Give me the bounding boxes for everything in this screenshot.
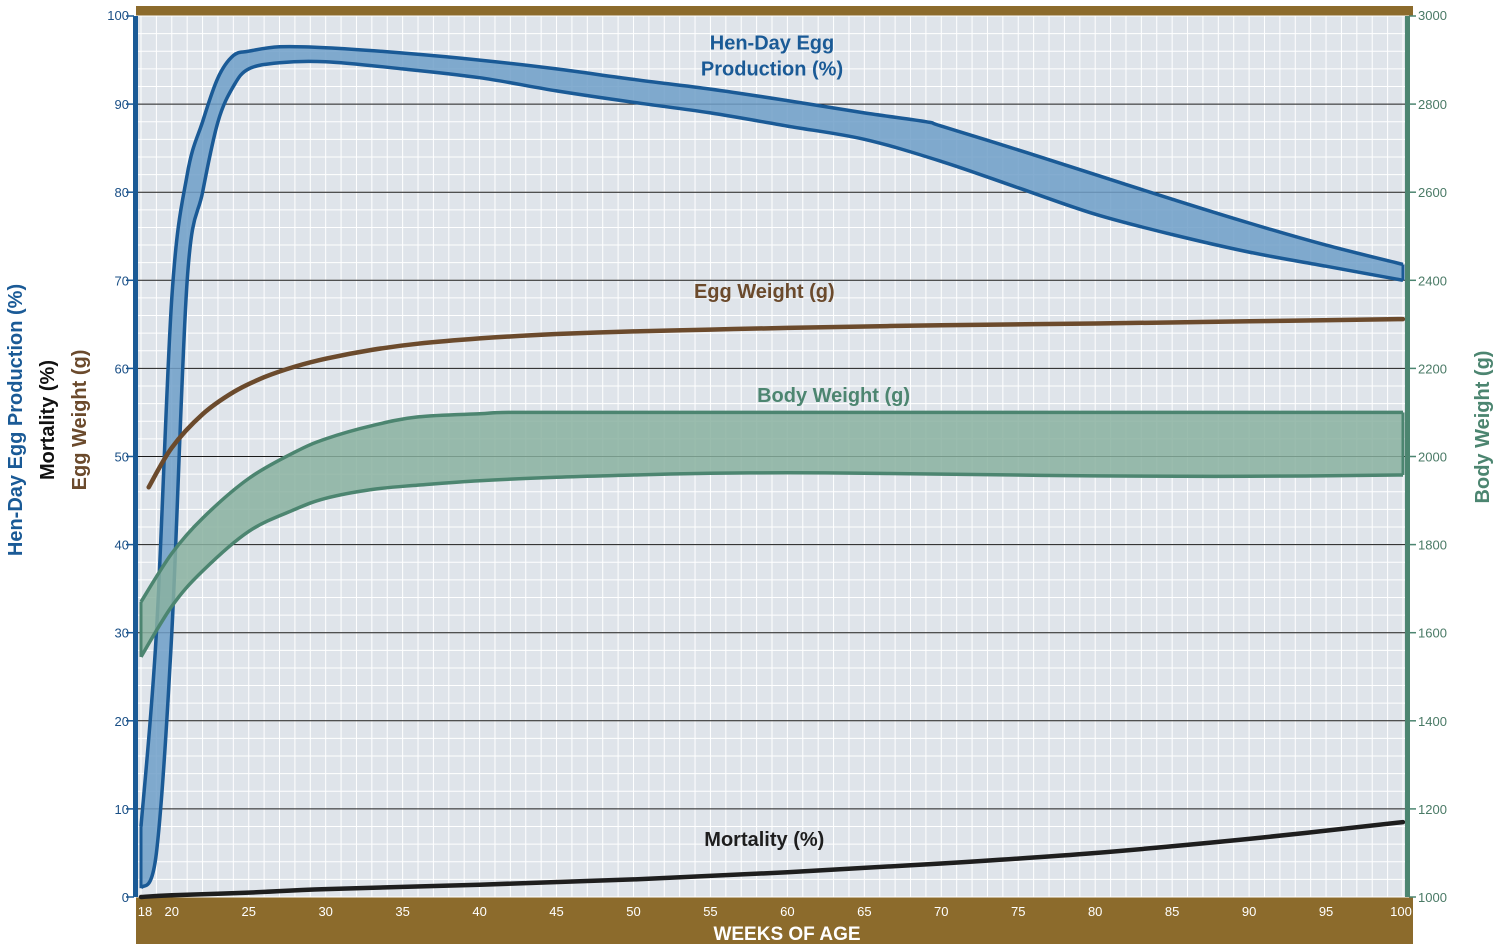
y-right-tick-label: 2400	[1418, 273, 1447, 288]
x-tick-label: 45	[549, 904, 563, 919]
x-tick-label: 95	[1319, 904, 1333, 919]
y-left-tick-label: 70	[115, 273, 129, 288]
mortality-line	[138, 819, 1406, 900]
frame-bottom-band	[136, 897, 1413, 944]
y-left-tick-label: 10	[115, 802, 129, 817]
egg-weight-g-line	[146, 316, 1406, 490]
y-left-tick-label: 90	[115, 97, 129, 112]
y-right-tick-label: 2200	[1418, 361, 1447, 376]
label-layer: Hen-Day Egg Production (%) Egg Weight (g) B…	[694, 32, 910, 850]
x-tick-label: 35	[395, 904, 409, 919]
egg-weight-g-label: Egg Weight (g)	[694, 281, 835, 303]
x-tick-label: 40	[472, 904, 486, 919]
y-left-title-mortality: Mortality (%)	[37, 360, 59, 480]
y-left-tick-label: 100	[107, 8, 129, 23]
y-left-tick-label: 0	[122, 890, 129, 905]
y-left-tick-label: 20	[115, 714, 129, 729]
y-right-tick-label: 2800	[1418, 97, 1447, 112]
body-weight-g-label: Body Weight (g)	[757, 385, 910, 407]
y-left-title-egg-production: Hen-Day Egg Production (%)	[5, 284, 27, 556]
y-right-tick-label: 1000	[1418, 890, 1447, 905]
body-weight-g-lower-line	[139, 471, 1404, 658]
hen-day-egg-production-lower-line	[139, 59, 1404, 890]
y-left-axis-bar	[133, 16, 138, 897]
x-tick-label: 80	[1088, 904, 1102, 919]
x-tick-label: 75	[1011, 904, 1025, 919]
x-axis-title: WEEKS OF AGE	[713, 924, 860, 944]
y-right-tick-label: 2000	[1418, 450, 1447, 465]
x-tick-label: 20	[165, 904, 179, 919]
x-tick-label: 60	[780, 904, 794, 919]
x-tick-label: 25	[241, 904, 255, 919]
axis-layer: 0 10 20 30 40 50 60 70 80 90 100 1000 1200 1400 1600 18…	[107, 8, 1447, 919]
x-tick-label: 90	[1242, 904, 1256, 919]
x-tick-label: 85	[1165, 904, 1179, 919]
mortality-label: Mortality (%)	[704, 829, 824, 851]
x-tick-label: 18	[138, 904, 152, 919]
y-left-title-egg-weight: Egg Weight (g)	[69, 350, 91, 491]
body-weight-g-band-fill	[141, 412, 1403, 657]
y-right-tick-label: 1600	[1418, 626, 1447, 641]
y-left-tick-label: 30	[115, 626, 129, 641]
hen-day-egg-production-upper-line	[139, 44, 1404, 827]
hen-day-egg-production-label: Hen-Day Egg	[710, 32, 834, 54]
y-right-tick-label: 2600	[1418, 185, 1447, 200]
y-left-tick-label: 40	[115, 538, 129, 553]
frame-top-bar	[136, 6, 1413, 16]
y-right-tick-label: 1400	[1418, 714, 1447, 729]
y-right-tick-label: 1800	[1418, 538, 1447, 553]
y-right-tick-label: 3000	[1418, 8, 1447, 23]
x-tick-label: 30	[318, 904, 332, 919]
x-tick-label: 65	[857, 904, 871, 919]
x-tick-label: 55	[703, 904, 717, 919]
y-left-tick-label: 80	[115, 185, 129, 200]
x-tick-label: 50	[626, 904, 640, 919]
body-weight-g-upper-line	[139, 410, 1403, 603]
y-left-tick-label: 60	[115, 361, 129, 376]
hen-day-egg-production-label: Production (%)	[701, 58, 843, 80]
y-left-tick-label: 50	[115, 450, 129, 465]
series-layer	[138, 44, 1406, 900]
x-tick-label: 100	[1390, 904, 1412, 919]
y-right-title-body-weight: Body Weight (g)	[1472, 351, 1494, 504]
y-right-axis-bar	[1405, 16, 1410, 897]
y-right-tick-label: 1200	[1418, 802, 1447, 817]
x-tick-label: 70	[934, 904, 948, 919]
